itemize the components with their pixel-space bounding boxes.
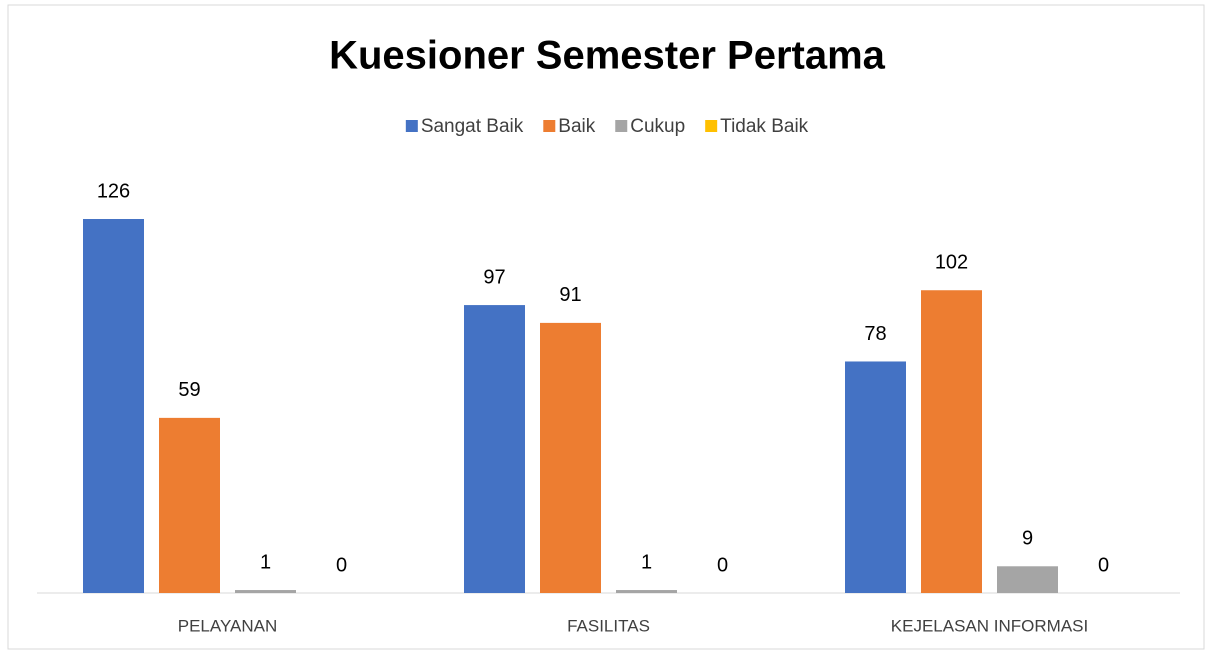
- bar: [921, 290, 982, 593]
- bar: [845, 361, 906, 593]
- bar: [616, 590, 677, 593]
- legend-label: Tidak Baik: [720, 116, 808, 137]
- data-label: 102: [935, 252, 968, 274]
- data-label: 1: [260, 551, 271, 573]
- bar: [235, 590, 296, 593]
- x-tick-label: PELAYANAN: [178, 616, 278, 635]
- legend-swatch: [615, 120, 628, 132]
- data-label: 0: [336, 554, 347, 576]
- data-label: 59: [178, 379, 200, 401]
- data-label: 1: [641, 551, 652, 573]
- legend-label: Baik: [558, 116, 595, 137]
- legend-label: Cukup: [630, 116, 685, 137]
- x-tick-label: KEJELASAN INFORMASI: [891, 616, 1088, 635]
- data-label: 0: [717, 554, 728, 576]
- data-label: 0: [1098, 554, 1109, 576]
- bar: [83, 219, 144, 593]
- legend-label: Sangat Baik: [421, 116, 524, 137]
- data-label: 97: [483, 266, 505, 288]
- bar: [159, 417, 220, 593]
- data-label: 91: [559, 284, 581, 306]
- bar: [997, 566, 1058, 593]
- data-label: 9: [1022, 528, 1033, 550]
- legend-swatch: [705, 120, 718, 132]
- bar: [464, 305, 525, 593]
- bar: [540, 322, 601, 593]
- data-label: 78: [864, 323, 886, 345]
- legend-swatch: [543, 120, 556, 132]
- data-label: 126: [97, 180, 130, 202]
- x-tick-label: FASILITAS: [567, 616, 650, 635]
- legend-swatch: [405, 120, 418, 132]
- chart-title: Kuesioner Semester Pertama: [329, 34, 886, 78]
